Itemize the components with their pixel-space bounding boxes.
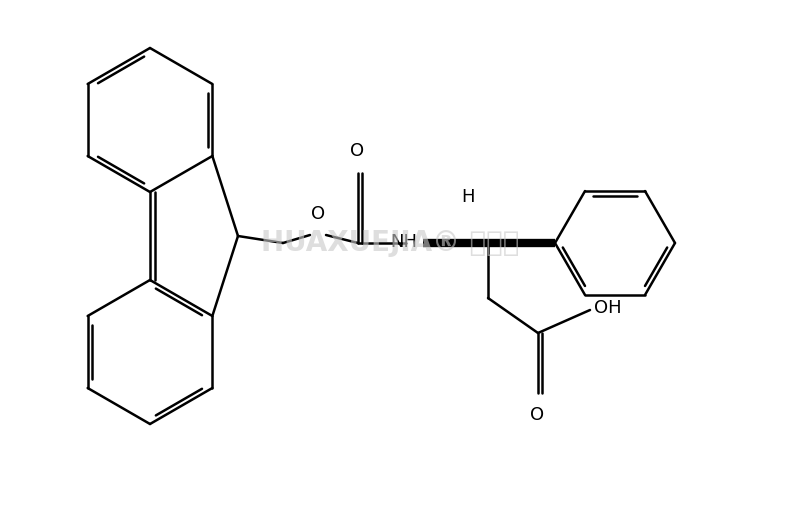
Text: O: O bbox=[311, 205, 325, 223]
Text: H: H bbox=[461, 188, 474, 206]
Text: HUAXUEJIA® 化学加: HUAXUEJIA® 化学加 bbox=[261, 229, 519, 257]
Text: NH: NH bbox=[390, 233, 417, 251]
Text: OH: OH bbox=[594, 299, 622, 317]
Text: O: O bbox=[350, 142, 364, 160]
Text: O: O bbox=[530, 406, 544, 424]
